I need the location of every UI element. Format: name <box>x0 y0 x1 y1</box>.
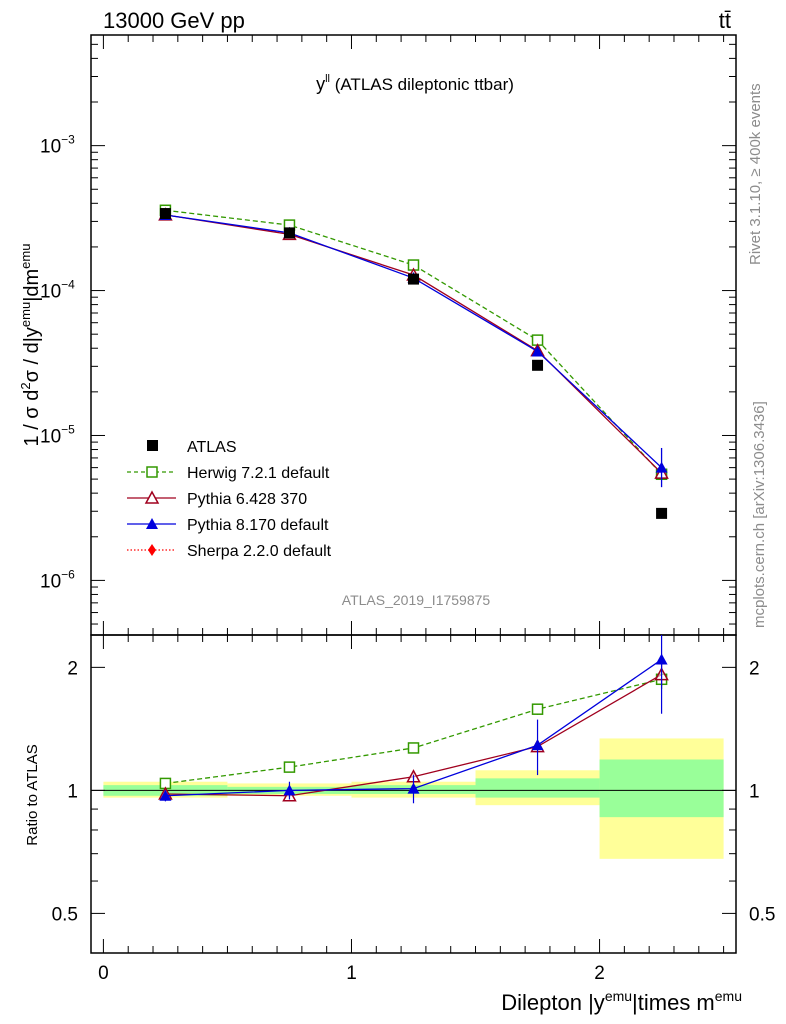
main-ytick-label: 10−4 <box>40 278 75 303</box>
legend-label-herwig: Herwig 7.2.1 default <box>187 465 330 482</box>
ratio-ytick-label-right: 2 <box>749 658 760 679</box>
main-ytick-label: 10−5 <box>40 422 75 447</box>
main-ytick-label: 10−3 <box>40 133 75 158</box>
ratio-ytick-label-right: 1 <box>749 781 760 802</box>
energy-label: 13000 GeV pp <box>103 8 245 33</box>
point-atlas <box>532 359 544 371</box>
ratio-ytick-label-right: 0.5 <box>749 904 775 925</box>
x-tick-label: 2 <box>594 963 605 984</box>
point-pythia8 <box>531 345 544 357</box>
legend-label-pythia8: Pythia 8.170 default <box>187 517 329 534</box>
legend: ATLAS Herwig 7.2.1 default Pythia 6.428 … <box>127 439 332 560</box>
title-main: y <box>316 74 325 94</box>
svg-text:1 / σ d2σ / d|yemu|dmemu: 1 / σ d2σ / d|yemu|dmemu <box>18 244 43 447</box>
analysis-id: ATLAS_2019_I1759875 <box>342 592 491 608</box>
tick-labels: 10−3 10−4 10−5 10−6 2 2 1 1 0.5 0.5 0 1 2 <box>40 133 775 984</box>
plot-title: yll (ATLAS dileptonic ttbar) <box>316 73 514 94</box>
legend-marker-herwig <box>146 466 158 478</box>
point-atlas <box>656 507 668 519</box>
legend-label-pythia6: Pythia 6.428 370 <box>187 491 307 508</box>
legend-label-atlas: ATLAS <box>187 439 237 456</box>
ratio-point-pythia8 <box>283 784 296 796</box>
ratio-point-pythia8 <box>159 789 172 801</box>
ratio-point-herwig <box>407 742 420 754</box>
legend-marker-pythia6 <box>144 490 160 504</box>
series-line-herwig <box>165 209 663 475</box>
mcplots-label: mcplots.cern.ch [arXiv:1306.3436] <box>751 401 768 628</box>
band-inner <box>475 778 600 798</box>
rivet-label: Rivet 3.1.10, ≥ 400k events <box>747 83 764 265</box>
x-axis-label: Dilepton |yemu|times memu <box>501 988 742 1015</box>
x-tick-label: 1 <box>346 963 357 984</box>
title-sup: ll <box>325 73 330 85</box>
ratio-ylabel: Ratio to ATLAS <box>24 744 41 845</box>
point-atlas <box>159 208 171 220</box>
ratio-point-pythia8 <box>655 653 668 665</box>
legend-marker-sherpa <box>148 544 156 556</box>
point-atlas <box>283 227 295 239</box>
point-atlas <box>408 273 419 285</box>
legend-marker-pythia8 <box>146 518 158 529</box>
ratio-point-herwig <box>283 761 296 773</box>
ratio-ytick-label-left: 1 <box>67 781 78 802</box>
main-series <box>158 204 669 519</box>
series-line-pythia8 <box>165 214 663 469</box>
main-ytick-label: 10−6 <box>40 567 75 592</box>
legend-label-sherpa: Sherpa 2.2.0 default <box>187 543 332 560</box>
ratio-series <box>158 635 669 804</box>
process-label: tt̄ <box>719 8 731 33</box>
series-line-pythia6 <box>165 214 663 474</box>
ratio-point-pythia8 <box>531 739 544 751</box>
band-inner <box>599 759 724 818</box>
legend-marker-atlas <box>147 440 158 451</box>
ratio-line-herwig <box>165 678 662 785</box>
ratio-ytick-label-left: 2 <box>67 658 78 679</box>
ratio-plot-frame <box>90 634 737 954</box>
axis-ticks <box>91 35 736 954</box>
ratio-ytick-label-left: 0.5 <box>52 904 78 925</box>
main-ylabel: 1 / σ d2σ / d|yemu|dmemu <box>18 244 43 447</box>
x-tick-label: 0 <box>98 963 109 984</box>
title-rest: (ATLAS dileptonic ttbar) <box>330 75 514 94</box>
ratio-point-herwig <box>531 703 544 715</box>
ratio-point-pythia8 <box>407 782 420 794</box>
